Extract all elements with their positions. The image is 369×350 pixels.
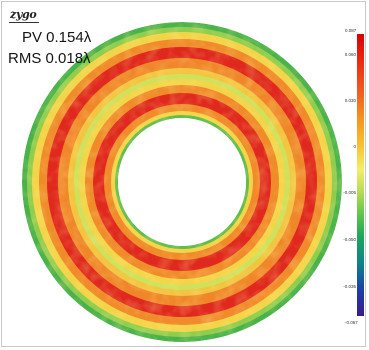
color-scale-bar — [357, 34, 364, 316]
scale-tick-label: 0 — [353, 144, 356, 149]
scale-bottom-label: -0.067 — [345, 320, 358, 325]
zygo-logo: zygo — [10, 8, 37, 21]
scale-tick-label: 0.030 — [344, 98, 356, 103]
scale-tick-label: 0.060 — [344, 52, 356, 57]
scale-tick-label: -0.035 — [343, 284, 356, 289]
pv-value: PV 0.154λ — [22, 29, 92, 46]
surface-map — [2, 2, 367, 348]
logo-underline — [9, 22, 39, 23]
center-hole — [118, 118, 246, 246]
scale-tick-label: -0.050 — [343, 237, 356, 242]
rms-value: RMS 0.018λ — [8, 50, 91, 67]
scale-top-label: 0.087 — [345, 28, 357, 33]
scale-tick-label: -0.005 — [343, 190, 356, 195]
